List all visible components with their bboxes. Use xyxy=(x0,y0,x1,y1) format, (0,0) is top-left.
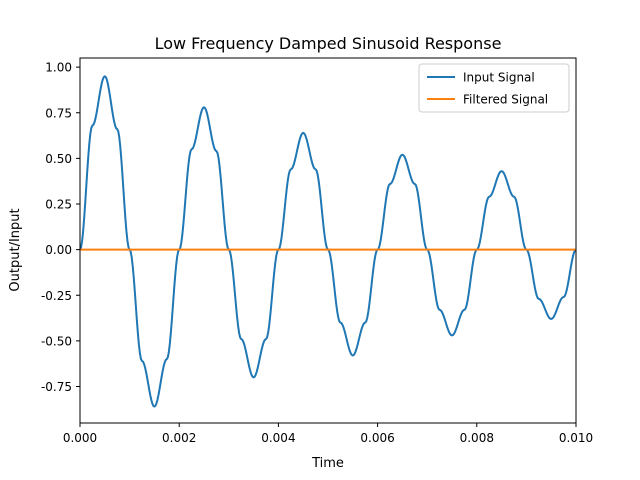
x-axis-label: Time xyxy=(311,456,344,471)
y-tick-label: -0.50 xyxy=(41,334,72,348)
axes-frame xyxy=(79,57,577,424)
x-tick-label: 0.010 xyxy=(559,431,593,445)
legend-label-2: Filtered Signal xyxy=(463,93,548,107)
chart-title: Low Frequency Damped Sinusoid Response xyxy=(155,34,502,53)
x-tick-label: 0.004 xyxy=(261,431,295,445)
y-tick-label: 0.00 xyxy=(45,243,72,257)
legend: Input Signal Filtered Signal xyxy=(418,63,570,113)
axes: 0.000 0.002 0.004 0.006 0.008 0.010 -0.75 -0.50… xyxy=(41,57,593,445)
legend-box xyxy=(418,63,570,113)
y-tick-label: 0.50 xyxy=(45,152,72,166)
y-axis-label: Output/Input xyxy=(8,208,23,291)
x-tick-label: 0.008 xyxy=(460,431,494,445)
x-tick-label: 0.006 xyxy=(360,431,394,445)
x-tick-label: 0.002 xyxy=(162,431,196,445)
x-tick-label: 0.000 xyxy=(63,431,97,445)
y-tick-label: 0.75 xyxy=(45,106,72,120)
y-tick-label: -0.75 xyxy=(41,380,72,394)
y-tick-label: 1.00 xyxy=(45,61,72,75)
legend-label-1: Input Signal xyxy=(463,71,535,85)
plot-area xyxy=(80,75,576,408)
y-tick-label: 0.25 xyxy=(45,198,72,212)
y-tick-label: -0.25 xyxy=(41,289,72,303)
